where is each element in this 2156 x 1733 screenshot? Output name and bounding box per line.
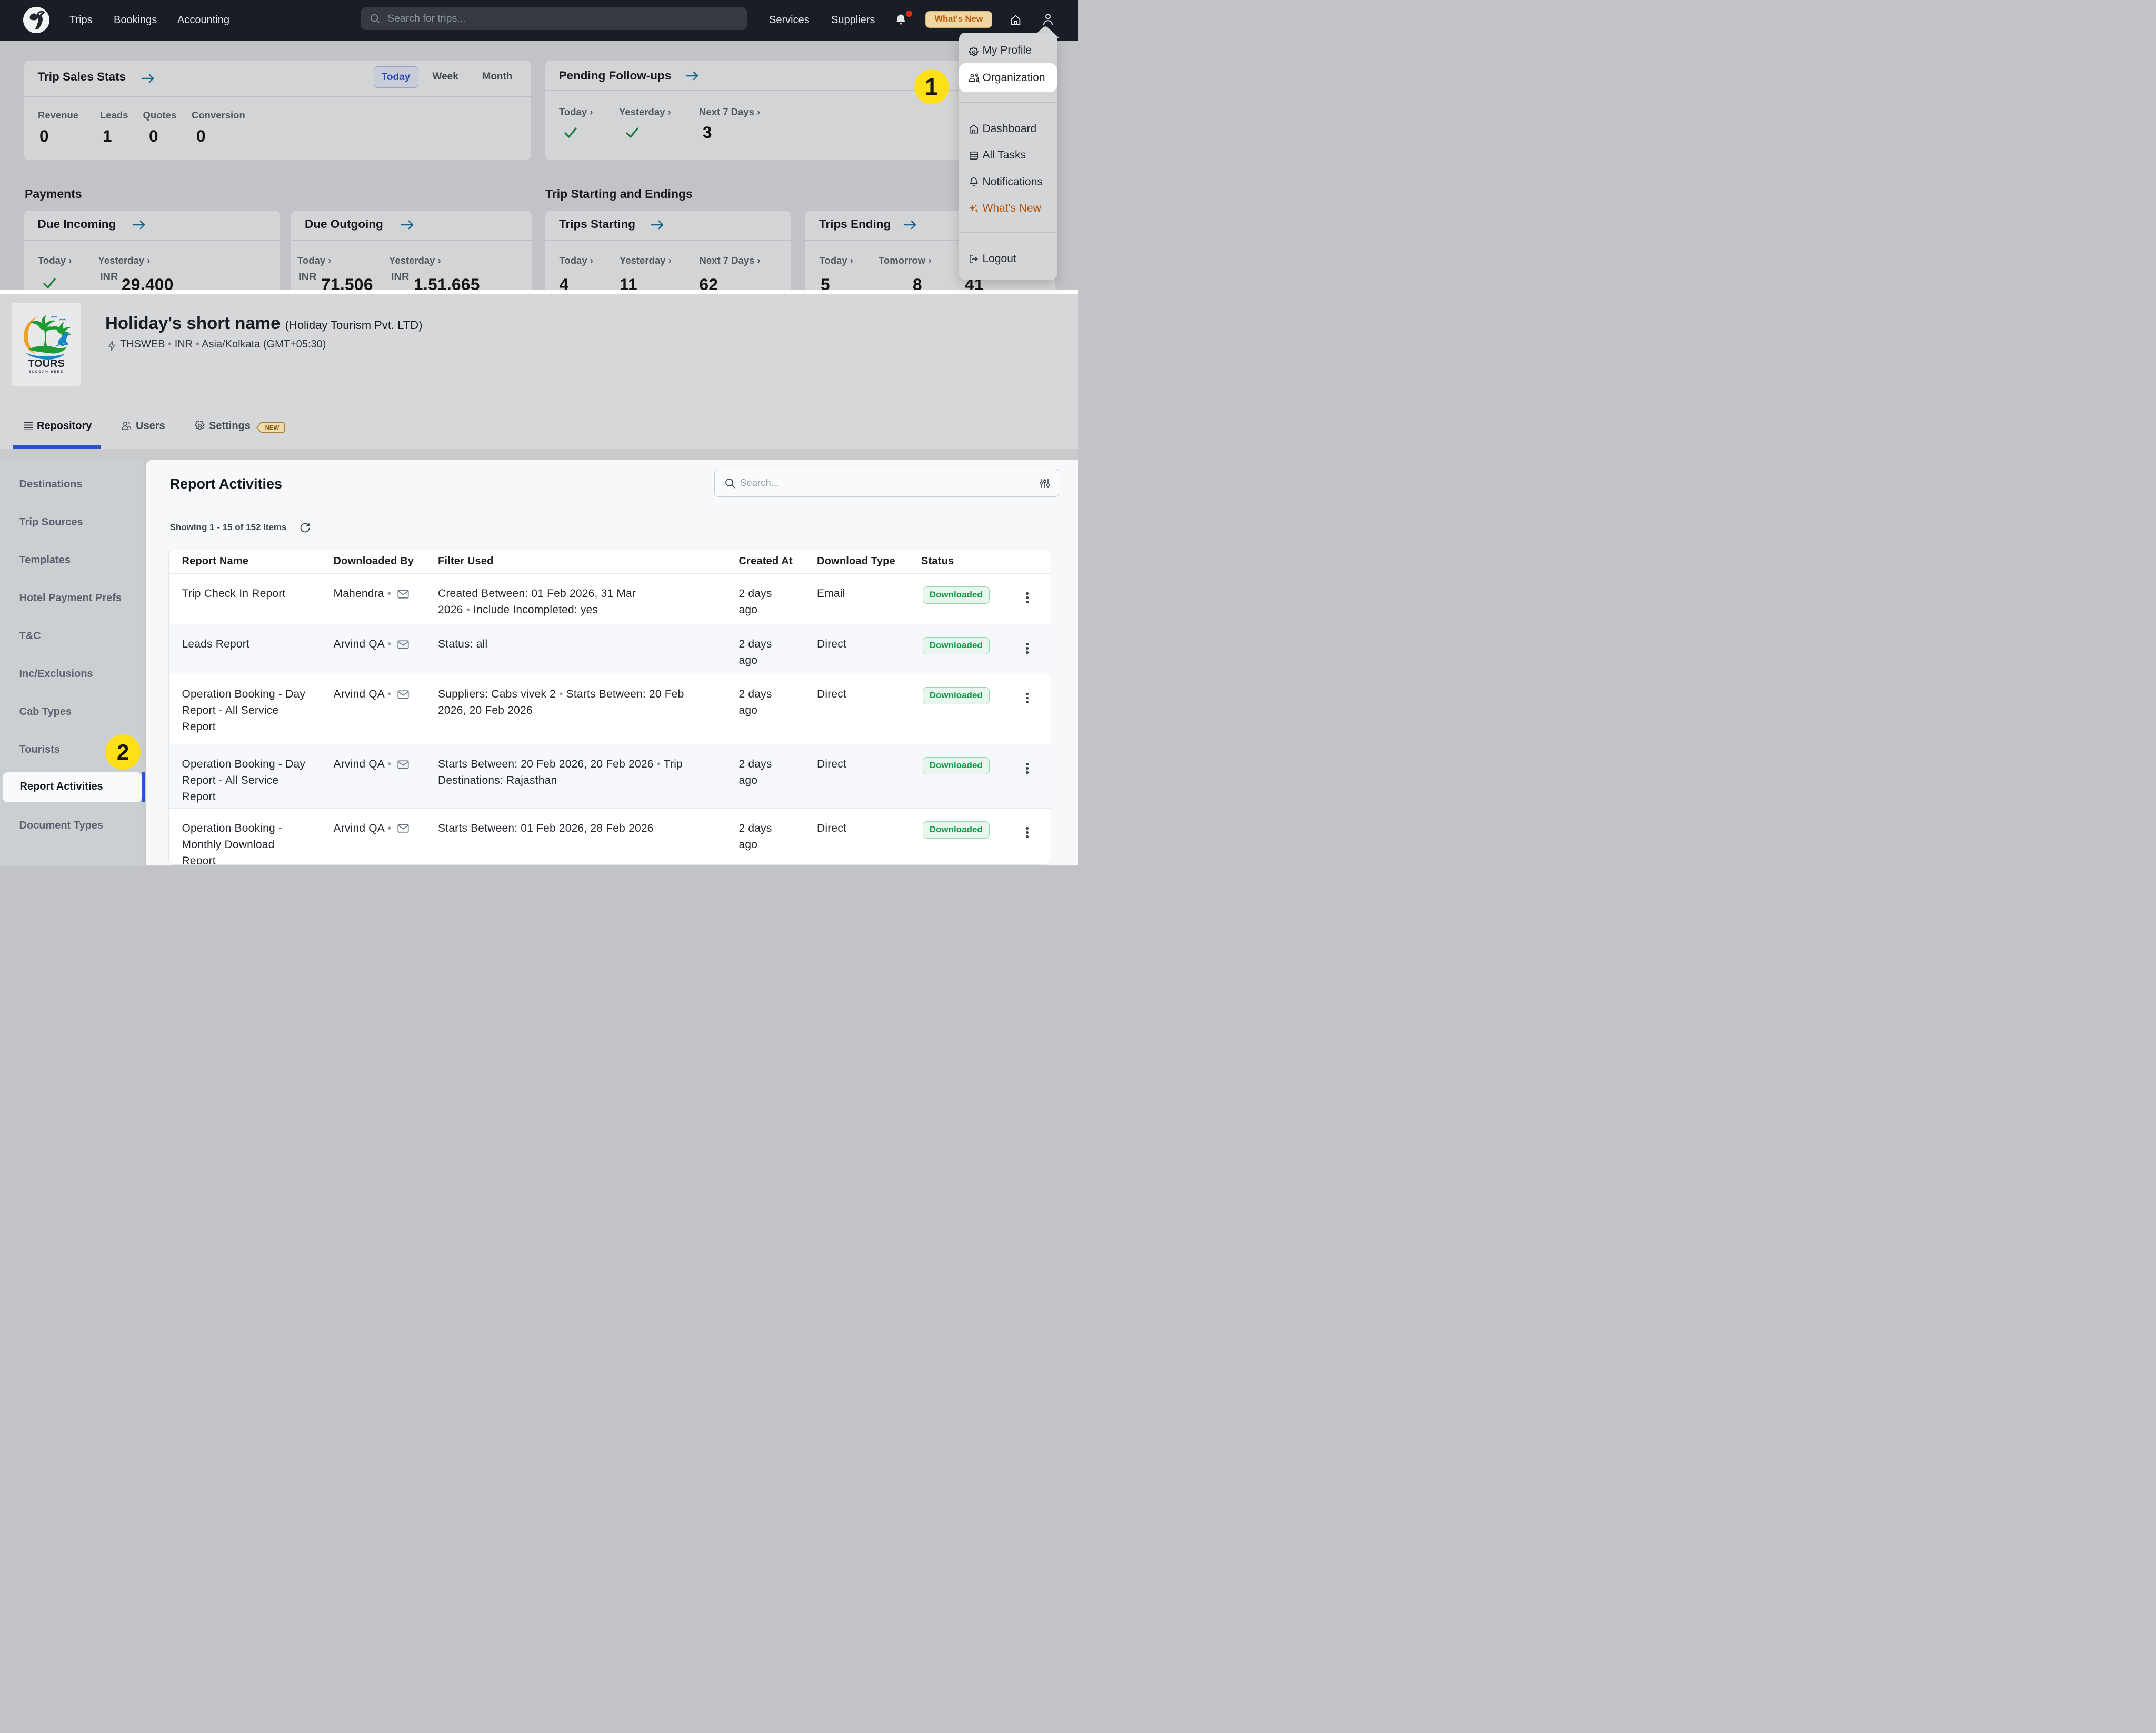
svg-text:NEW: NEW (265, 425, 280, 432)
svg-text:TOURS: TOURS (28, 358, 65, 370)
svg-text:SLOGAN HERE: SLOGAN HERE (29, 371, 64, 374)
